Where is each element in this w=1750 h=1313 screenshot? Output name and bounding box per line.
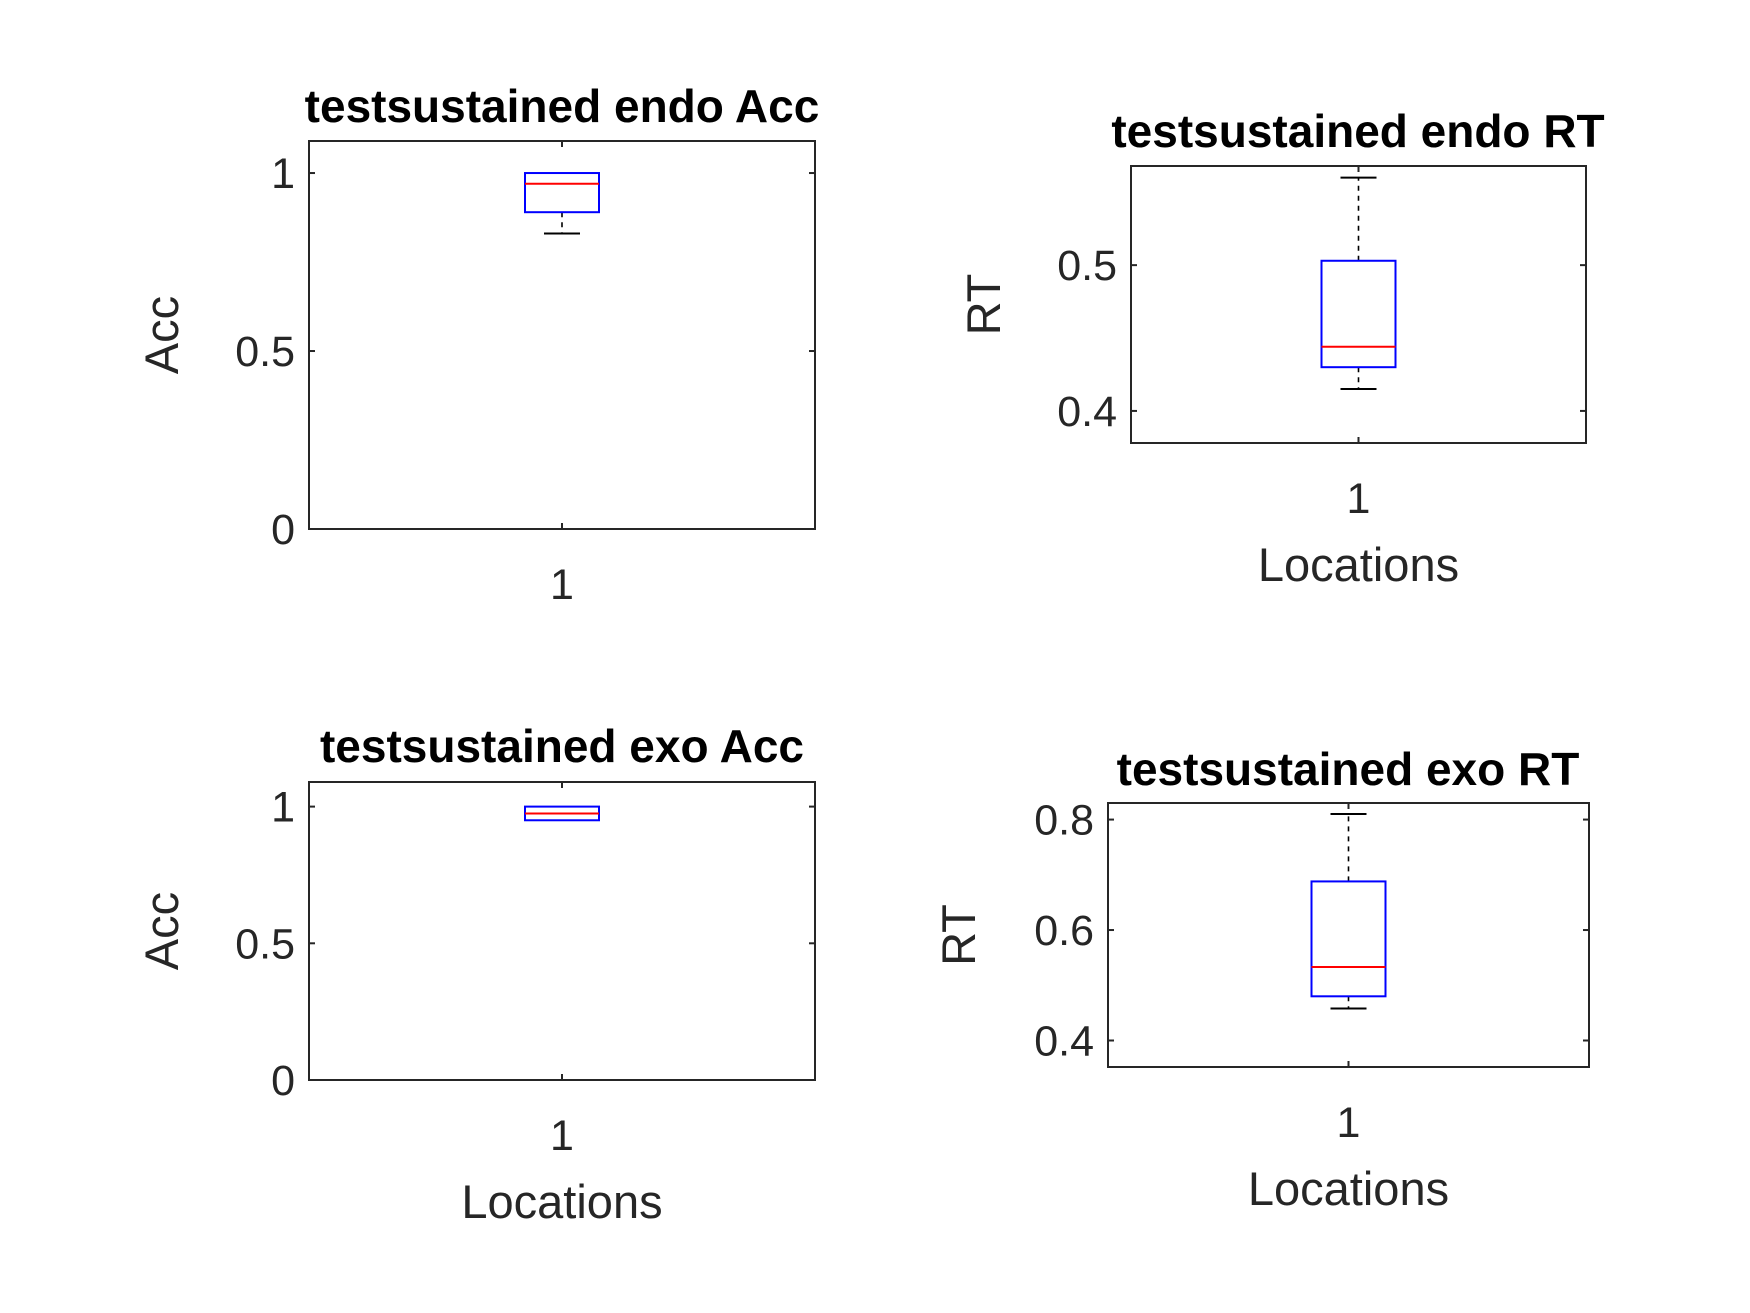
x-tick-label: 1: [1347, 475, 1371, 523]
y-tick-label: 0: [271, 506, 295, 554]
y-axis-label: RT: [957, 274, 1010, 336]
y-tick-label: 0.8: [1034, 797, 1094, 845]
box-iqr: [1310, 880, 1387, 998]
y-axis-label: RT: [932, 904, 985, 966]
y-axis-label: Acc: [135, 892, 188, 970]
y-tick-label: 0.5: [1057, 242, 1117, 290]
chart-title: testsustained endo RT: [1111, 105, 1604, 157]
chart-title: testsustained endo Acc: [305, 80, 820, 132]
chart-title: testsustained exo Acc: [320, 720, 804, 772]
y-axis-label: Acc: [135, 296, 188, 374]
y-tick-label: 0.4: [1034, 1017, 1094, 1065]
x-axis-label: Locations: [1248, 1162, 1449, 1215]
y-tick-label: 0.6: [1034, 907, 1094, 955]
x-tick-label: 1: [550, 561, 574, 609]
x-axis-label: Locations: [1258, 538, 1459, 591]
chart-panel: 0 0.5 1 1 testsustained exo Acc Acc Locations: [135, 720, 816, 1228]
y-tick-label: 1: [271, 784, 295, 832]
chart-panel: 0.4 0.5 1 testsustained endo RT RT Locations: [957, 105, 1605, 591]
y-tick-label: 0: [271, 1057, 295, 1105]
y-tick-label: 0.5: [235, 328, 295, 376]
y-tick-label: 0.5: [235, 920, 295, 968]
y-tick-label: 0.4: [1057, 388, 1117, 436]
x-axis-label: Locations: [461, 1175, 662, 1228]
x-tick-label: 1: [1337, 1099, 1361, 1147]
x-tick-label: 1: [550, 1112, 574, 1160]
box-iqr: [524, 172, 600, 214]
chart-title: testsustained exo RT: [1117, 743, 1580, 795]
box-iqr: [1320, 259, 1397, 369]
y-tick-label: 1: [271, 150, 295, 198]
chart-panel: 0.4 0.6 0.8 1 testsustained exo RT RT Location…: [932, 743, 1590, 1215]
